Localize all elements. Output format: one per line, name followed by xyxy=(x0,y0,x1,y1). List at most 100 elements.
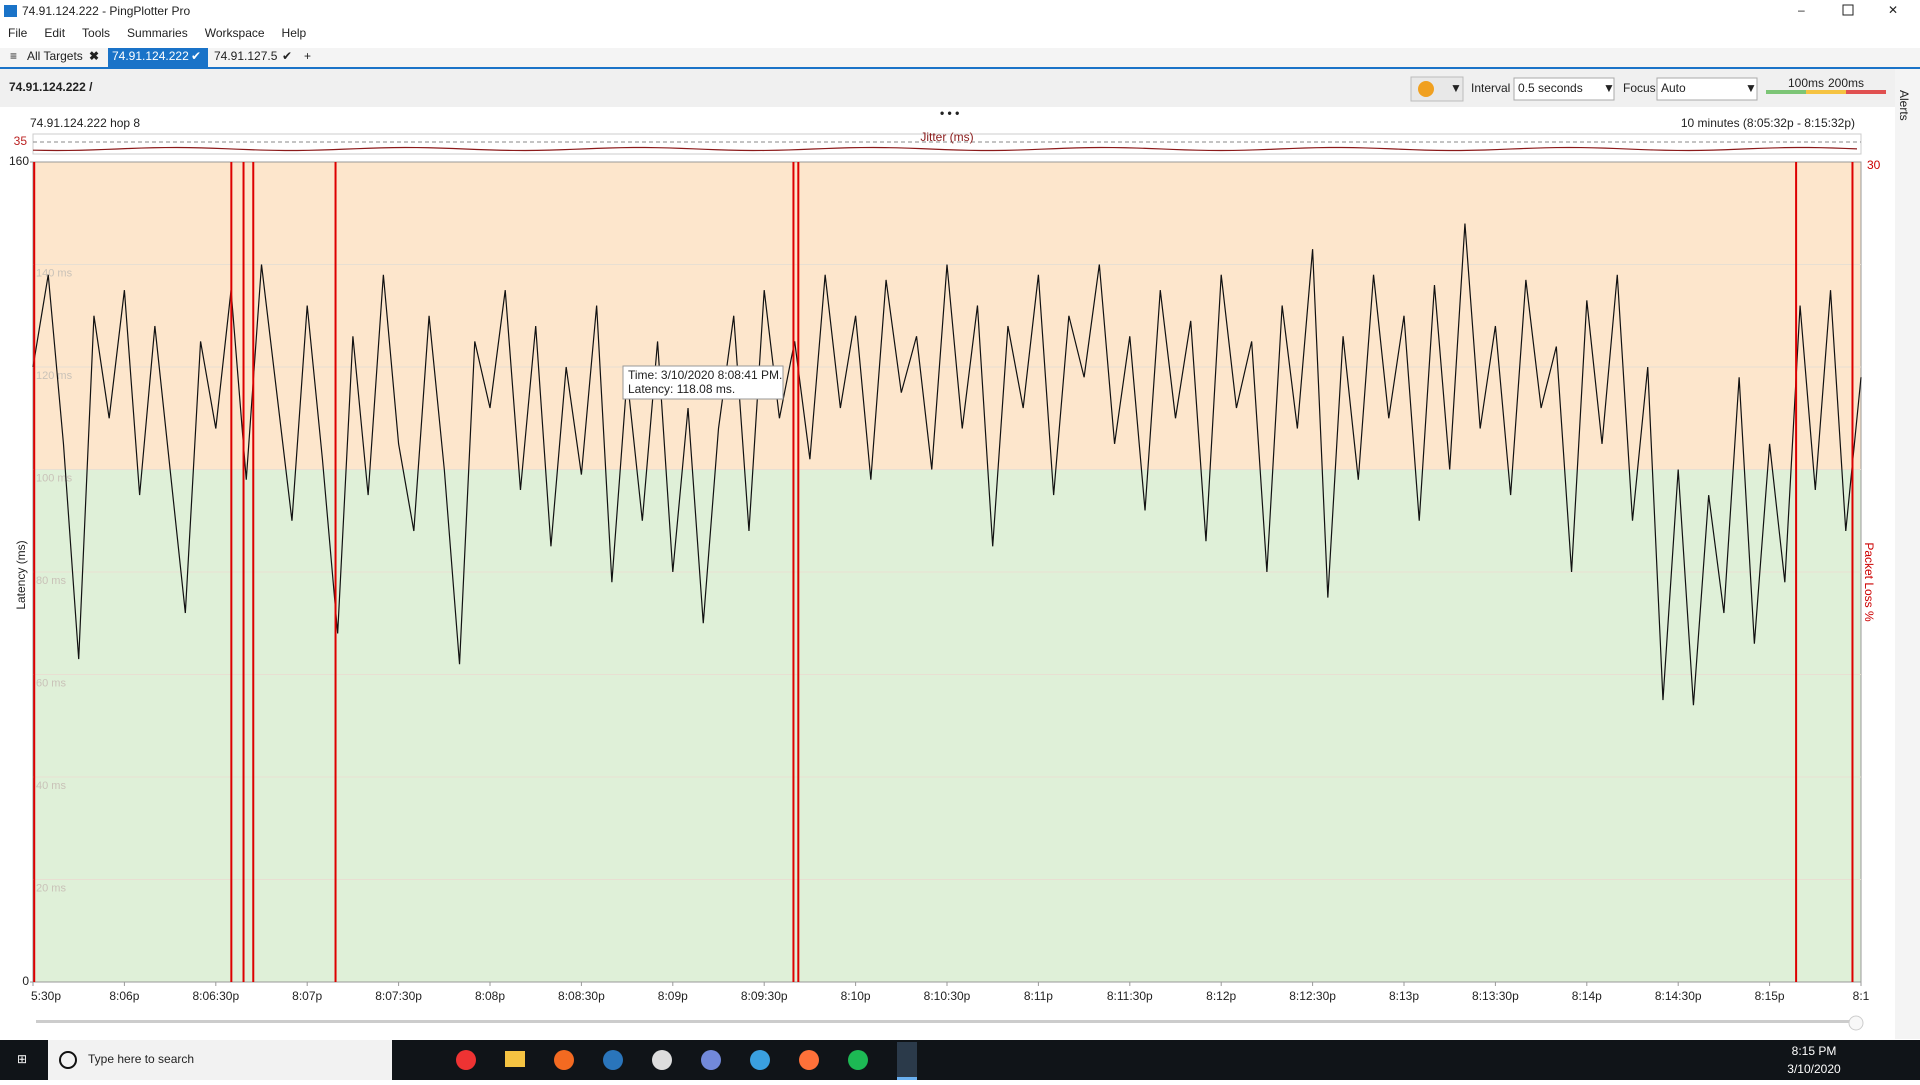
app-icon[interactable] xyxy=(505,1051,525,1067)
threshold-label: 200ms xyxy=(1828,76,1864,90)
y-tick-label: 80 ms xyxy=(36,575,66,587)
start-button[interactable]: ⊞ xyxy=(17,1052,27,1066)
tab-bar xyxy=(0,48,1920,67)
x-tick-label: 8:14p xyxy=(1572,989,1602,1003)
y-tick-label: 40 ms xyxy=(36,780,66,792)
maximize[interactable] xyxy=(1842,4,1854,16)
window-title: 74.91.124.222 - PingPlotter Pro xyxy=(22,4,190,18)
focus-label: Focus xyxy=(1623,81,1656,95)
tab[interactable]: 74.91.127.5 xyxy=(214,49,278,63)
menu-item[interactable]: Summaries xyxy=(127,26,188,40)
search-placeholder: Type here to search xyxy=(88,1052,194,1066)
app-icon[interactable] xyxy=(456,1050,476,1070)
y-tick-label: 60 ms xyxy=(36,677,66,689)
app-icon[interactable] xyxy=(554,1050,574,1070)
jitter-label: Jitter (ms) xyxy=(920,130,973,144)
threshold-label: 100ms xyxy=(1788,76,1824,90)
focus-value: Auto xyxy=(1661,81,1686,95)
warning-band xyxy=(33,162,1861,470)
y-tick-label: 20 ms xyxy=(36,882,66,894)
x-tick-label: 5:30p xyxy=(31,989,61,1003)
legend-green xyxy=(1766,90,1806,94)
y-tick-label: 100 ms xyxy=(36,472,73,484)
pause-dropdown[interactable]: ▼ xyxy=(1450,81,1462,95)
x-tick-label: 8:13p xyxy=(1389,989,1419,1003)
x-tick-label: 8:08p xyxy=(475,989,505,1003)
x-tick-label: 8:11:30p xyxy=(1107,989,1153,1003)
x-tick-label: 8:1 xyxy=(1853,989,1870,1003)
x-tick-label: 8:08:30p xyxy=(558,989,605,1003)
jitter-line xyxy=(32,146,1858,152)
x-tick-label: 8:12:30p xyxy=(1289,989,1336,1003)
menu-bar: File Edit Tools Summaries Workspace Help xyxy=(8,26,307,40)
app-icon[interactable] xyxy=(799,1050,819,1070)
app-icon[interactable] xyxy=(750,1050,770,1070)
focus-select[interactable] xyxy=(1656,77,1758,101)
threshold-legend: 100ms 200ms xyxy=(1766,76,1886,94)
app-icon[interactable] xyxy=(701,1050,721,1070)
taskbar-icons xyxy=(456,1042,917,1080)
close[interactable]: ✕ xyxy=(1888,3,1898,17)
x-tick-label: 8:06:30p xyxy=(192,989,239,1003)
scroll-thumb[interactable] xyxy=(1848,1015,1864,1031)
alerts-panel xyxy=(1895,69,1920,1039)
tab[interactable]: 74.91.124.222 xyxy=(112,49,189,63)
x-tick-label: 8:07:30p xyxy=(375,989,422,1003)
scrollbar[interactable] xyxy=(36,1020,1856,1023)
pause-icon xyxy=(1418,81,1434,97)
interval-value: 0.5 seconds xyxy=(1518,81,1583,95)
tab-active[interactable] xyxy=(108,48,208,67)
x-tick-label: 8:09:30p xyxy=(741,989,788,1003)
alerts-label[interactable]: Alerts xyxy=(1897,90,1911,121)
app-icon[interactable] xyxy=(603,1050,623,1070)
tooltip xyxy=(622,365,784,400)
tooltip-line: Time: 3/10/2020 8:08:41 PM. xyxy=(628,368,782,382)
interval-select[interactable] xyxy=(1513,77,1615,101)
y-tick-label: 0 xyxy=(22,974,29,988)
search-box[interactable] xyxy=(48,1040,392,1080)
hop-label: 74.91.124.222 hop 8 xyxy=(30,116,140,130)
app-active[interactable] xyxy=(897,1042,917,1078)
range-label: 10 minutes (8:05:32p - 8:15:32p) xyxy=(1681,116,1855,130)
app-icon xyxy=(4,5,17,17)
app-icon[interactable] xyxy=(652,1050,672,1070)
menu-item[interactable]: Edit xyxy=(44,26,65,40)
menu-item[interactable]: Tools xyxy=(82,26,110,40)
y2-axis-label: Packet Loss % xyxy=(1862,542,1876,622)
tabs-menu-icon[interactable]: ≡ xyxy=(10,49,17,63)
y-axis-label: Latency (ms) xyxy=(14,540,28,609)
clock-time: 8:15 PM xyxy=(1792,1044,1837,1058)
x-tick-label: 8:10:30p xyxy=(924,989,971,1003)
legend-yellow xyxy=(1806,90,1846,94)
breadcrumb: 74.91.124.222 / xyxy=(9,80,93,94)
menu-item[interactable]: File xyxy=(8,26,28,40)
tab[interactable]: All Targets xyxy=(27,49,83,63)
add-tab[interactable]: + xyxy=(304,49,311,63)
jitter-tick-label: 35 xyxy=(14,134,28,148)
tab-check: ✔ xyxy=(282,49,292,63)
x-tick-label: 8:14:30p xyxy=(1655,989,1702,1003)
x-tick-label: 8:06p xyxy=(109,989,139,1003)
tab-underline xyxy=(0,67,1920,69)
x-tick-label: 8:13:30p xyxy=(1472,989,1519,1003)
menu-item[interactable]: Workspace xyxy=(205,26,265,40)
dropdown-arrow: ▼ xyxy=(1603,81,1615,95)
menu-item[interactable]: Help xyxy=(282,26,307,40)
good-band xyxy=(33,469,1861,982)
y-tick-label: 120 ms xyxy=(36,370,73,382)
interval-label: Interval xyxy=(1471,81,1510,95)
minimize[interactable]: – xyxy=(1798,3,1805,17)
dropdown-arrow: ▼ xyxy=(1745,81,1757,95)
legend-red xyxy=(1846,90,1886,94)
x-tick-label: 8:10p xyxy=(841,989,871,1003)
y-tick-label: 140 ms xyxy=(36,267,73,279)
y-tick-label: 160 xyxy=(9,154,29,168)
splitter[interactable]: • • • xyxy=(940,106,959,120)
x-tick-label: 8:07p xyxy=(292,989,322,1003)
y2-tick-label: 30 xyxy=(1867,158,1881,172)
tab-close[interactable]: ✖ xyxy=(89,49,99,63)
app-icon[interactable] xyxy=(848,1050,868,1070)
tab-check: ✔ xyxy=(191,49,201,63)
